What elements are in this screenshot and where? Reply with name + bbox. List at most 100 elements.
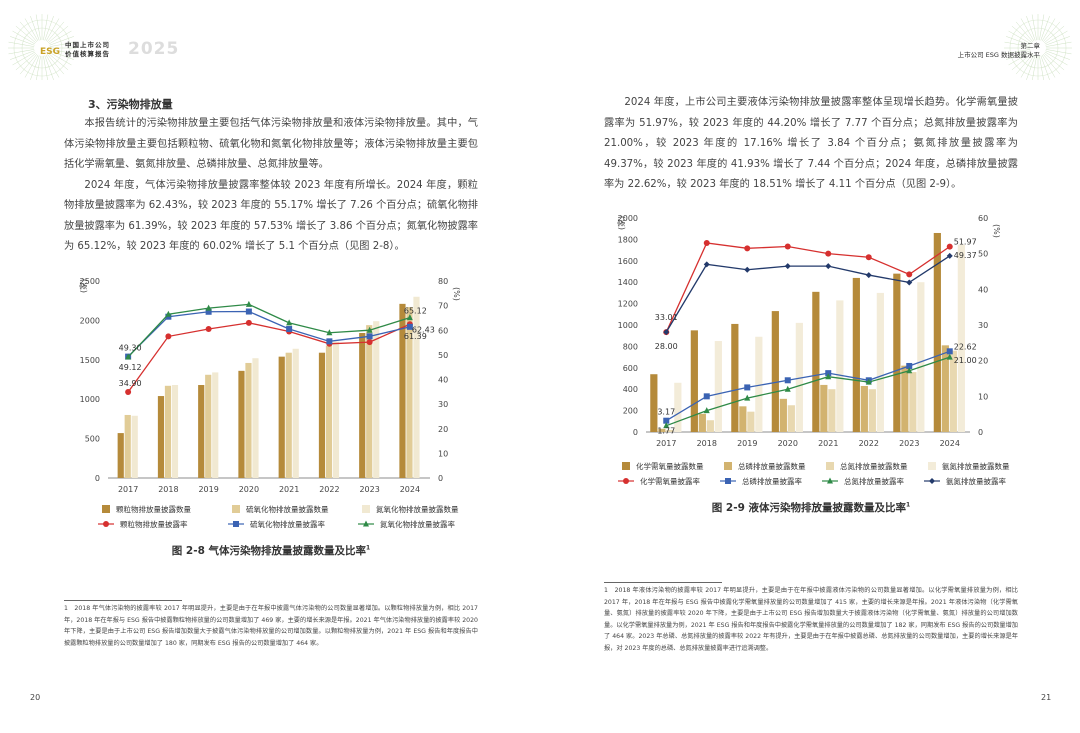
bar (771, 311, 779, 432)
bar (131, 415, 138, 478)
ornament-ray (1040, 55, 1050, 80)
left-tick-label: 2000 (80, 316, 100, 325)
figure-2-9-footnote-ref: 1 (906, 501, 911, 509)
bar (901, 365, 909, 432)
ornament-ray (1011, 25, 1033, 44)
legend-swatch (232, 505, 240, 513)
line-point (906, 279, 913, 286)
bar (406, 307, 413, 478)
line-point (865, 378, 872, 385)
data-label: 21.00 (954, 356, 977, 365)
line-point (125, 353, 132, 360)
category-label: 2020 (239, 485, 259, 494)
category-label: 2024 (940, 439, 960, 448)
legend-marker (929, 478, 935, 484)
bar (698, 413, 706, 432)
ornament-ray (1005, 36, 1031, 46)
legend-label: 总磷排放量披露率 (742, 476, 802, 486)
line-point (663, 329, 670, 336)
ornament-ray (1020, 54, 1035, 78)
ornament-ray (1039, 14, 1045, 41)
logo-line-1: 中国上市公司 (65, 41, 110, 49)
header-right-ornament (1004, 14, 1072, 80)
series-line (665, 255, 951, 333)
ornament-ray (30, 55, 40, 80)
ornament-ray (1020, 18, 1035, 42)
line-point (286, 326, 293, 333)
line-point (245, 300, 252, 307)
ornament-ray (49, 36, 75, 46)
ornament-ray (1015, 21, 1034, 43)
bar (820, 384, 828, 432)
legend-swatch (826, 462, 834, 470)
ornament-ray (49, 50, 75, 60)
ornament-ray (46, 53, 65, 75)
ornament-ray (1045, 41, 1072, 47)
bar (787, 405, 795, 432)
bar (941, 345, 949, 432)
ornament-ray (46, 21, 65, 43)
right-tick-label: 50 (438, 351, 448, 360)
left-footnote-rule (64, 600, 182, 601)
line-point (784, 385, 791, 392)
ornament-ray (1011, 52, 1033, 71)
line-point (703, 407, 710, 414)
right-body-text: 2024 年度，上市公司主要液体污染物排放量披露率整体呈现增长趋势。化学需氧量披… (604, 93, 1018, 196)
ornament-ray (47, 25, 69, 44)
right-tick-label: 60 (978, 214, 988, 223)
legend-label: 化学需氧量披露率 (640, 476, 700, 486)
legend-label: 氮氧化物排放量披露数量 (376, 504, 459, 514)
left-tick-label: 0 (633, 428, 638, 437)
chapter-title: 上市公司 ESG 数据披露水平 (957, 51, 1040, 59)
legend-label: 氨氮排放量披露数量 (942, 461, 1010, 471)
right-tick-label: 20 (438, 425, 448, 434)
data-label: 49.30 (119, 344, 142, 353)
ornament-ray (19, 53, 38, 75)
right-tick-label: 80 (438, 277, 448, 286)
right-footnote-rule (604, 582, 722, 583)
right-tick-label: 20 (978, 357, 988, 366)
ornament-ray (1032, 55, 1037, 80)
bar (658, 428, 666, 432)
legend-label: 硫氧化物排放量披露率 (250, 519, 325, 529)
ornament-ray (49, 49, 76, 55)
ornament-ray (1008, 51, 1032, 66)
header-left-ornament (8, 14, 76, 80)
bar (171, 385, 179, 478)
data-label: 65.12 (404, 307, 427, 316)
left-paragraph-1: 本报告统计的污染物排放量主要包括气体污染物排放量和液体污染物排放量。其中，气体污… (64, 118, 478, 170)
bar (674, 382, 682, 432)
line-point (865, 254, 872, 261)
data-label: 61.39 (404, 332, 427, 341)
ornament-ray (43, 55, 48, 80)
chapter-header: 第二章 上市公司 ESG 数据披露水平 (840, 42, 1040, 60)
line-point (744, 394, 751, 401)
ornament-ray (1043, 52, 1065, 71)
line-point (744, 245, 751, 252)
logo-line-2: 价值核算报告 (65, 50, 110, 58)
ornament-ray (1045, 36, 1071, 46)
legend-label: 总氮排放量披露数量 (840, 461, 908, 471)
line-point (825, 373, 832, 380)
ornament-ray (1042, 21, 1061, 43)
line-point (286, 319, 293, 326)
legend-marker (103, 521, 109, 527)
series-line (665, 350, 950, 422)
ornament-ray (1008, 30, 1032, 45)
page-number-right: 21 (1041, 693, 1052, 702)
line-point (406, 323, 413, 330)
ornament-ray (15, 52, 37, 71)
bar (117, 433, 124, 478)
figure-2-8-title-text: 图 2-8 气体污染物排放量披露数量及比率 (171, 545, 367, 557)
line-point (245, 308, 252, 315)
right-tick-label: 70 (438, 302, 448, 311)
bar (245, 362, 252, 478)
ornament-ray (12, 51, 36, 66)
bar (359, 333, 366, 478)
ornament-ray (1044, 51, 1068, 66)
line-point (366, 326, 373, 333)
left-tick-label: 1800 (618, 235, 638, 244)
bar (373, 321, 380, 478)
bar (318, 352, 326, 478)
data-label: 22.62 (954, 342, 977, 351)
